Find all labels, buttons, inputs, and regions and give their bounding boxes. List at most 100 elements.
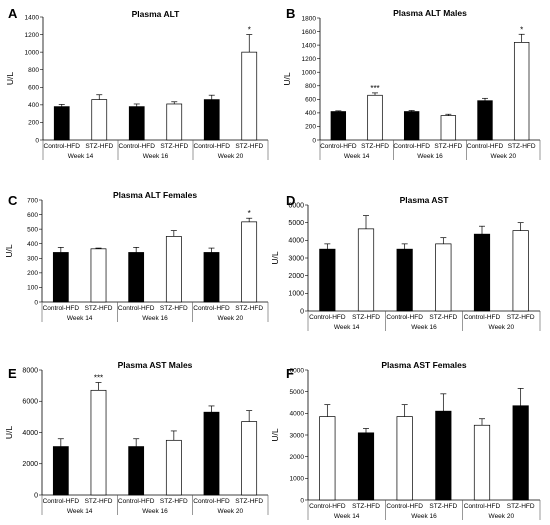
y-tick-label: 2000: [22, 461, 38, 468]
bar: [319, 248, 336, 312]
group-label: Week 20: [489, 324, 515, 331]
y-tick-label: 1200: [25, 32, 40, 39]
x-tick-label: Control-HFD: [467, 143, 504, 150]
y-tick-label: 8000: [22, 367, 38, 374]
panel-letter: C: [8, 193, 18, 208]
group-label: Week 20: [489, 513, 515, 520]
group-label: Week 20: [218, 153, 244, 160]
bar: [53, 106, 70, 141]
group-label: Week 14: [68, 153, 94, 160]
y-axis-label: U/L: [5, 72, 15, 86]
bar: [357, 432, 375, 501]
y-tick-label: 1000: [288, 291, 304, 298]
y-tick-label: 1600: [302, 29, 317, 36]
y-tick-label: 300: [27, 256, 38, 263]
x-tick-label: STZ-HFD: [352, 314, 380, 321]
y-tick-label: 700: [27, 197, 38, 204]
bar: [357, 228, 375, 312]
x-tick-label: Control-HFD: [386, 503, 423, 510]
chart-title: Plasma ALT: [132, 9, 181, 19]
y-tick-label: 2000: [290, 454, 305, 461]
x-tick-label: Control-HFD: [44, 143, 81, 150]
chart-panel-c: C Plasma ALT Females U/L 0 100 200 300 400 500 60…: [4, 190, 269, 322]
chart-title: Plasma ALT Males: [393, 8, 467, 18]
significance-marker: ***: [94, 374, 103, 383]
bar: [128, 446, 145, 496]
x-tick-label: STZ-HFD: [361, 143, 389, 150]
y-tick-label: 600: [28, 85, 39, 92]
x-tick-label: STZ-HFD: [85, 498, 113, 505]
group-label: Week 14: [344, 153, 370, 160]
bar: [90, 248, 107, 303]
x-tick-label: STZ-HFD: [235, 305, 263, 312]
group-label: Week 20: [491, 153, 517, 160]
bar: [396, 248, 413, 312]
panel-letter: A: [8, 6, 18, 21]
x-tick-label: Control-HFD: [464, 314, 501, 321]
y-axis-label: U/L: [4, 426, 14, 440]
bar: [367, 94, 383, 141]
y-axis-label: U/L: [282, 72, 292, 86]
x-tick-label: STZ-HFD: [160, 305, 188, 312]
x-tick-label: Control-HFD: [119, 143, 156, 150]
x-tick-label: Control-HFD: [320, 143, 357, 150]
x-tick-label: STZ-HFD: [85, 305, 113, 312]
y-tick-label: 6000: [288, 202, 304, 209]
bar: [473, 233, 491, 312]
panel-letter: F: [286, 366, 294, 381]
bar: [52, 252, 69, 303]
chart-title: Plasma AST Males: [118, 360, 193, 370]
bar: [165, 439, 182, 496]
group-label: Week 16: [142, 508, 168, 515]
x-tick-label: STZ-HFD: [235, 498, 263, 505]
bar: [403, 111, 420, 141]
y-tick-label: 3000: [290, 432, 305, 439]
y-tick-label: 200: [305, 124, 316, 131]
bar: [128, 106, 145, 141]
y-tick-label: 1200: [302, 56, 317, 63]
bar: [477, 100, 493, 141]
x-tick-label: STZ-HFD: [160, 498, 188, 505]
y-axis-label: U/L: [270, 251, 280, 265]
chart-title: Plasma AST: [400, 195, 450, 205]
y-tick-label: 3000: [288, 255, 304, 262]
y-tick-label: 400: [305, 110, 316, 117]
bar: [396, 416, 413, 501]
group-label: Week 16: [417, 153, 443, 160]
bar: [203, 252, 220, 303]
group-label: Week 20: [218, 508, 244, 515]
bar: [512, 405, 529, 501]
bar: [319, 416, 336, 501]
y-tick-label: 0: [312, 137, 316, 144]
bar: [513, 42, 530, 141]
x-tick-label: Control-HFD: [43, 305, 80, 312]
x-tick-label: STZ-HFD: [160, 143, 188, 150]
y-tick-label: 1000: [302, 70, 317, 77]
x-tick-label: STZ-HFD: [507, 314, 535, 321]
group-label: Week 14: [67, 508, 93, 515]
chart-panel-a: A Plasma ALT U/L 0 200 400 600 800 1000 1200 1400 C…: [5, 6, 269, 160]
y-tick-label: 5000: [290, 389, 305, 396]
x-tick-label: Control-HFD: [194, 143, 231, 150]
y-tick-label: 0: [35, 137, 39, 144]
bar: [473, 424, 491, 501]
group-label: Week 16: [143, 153, 169, 160]
y-tick-label: 400: [28, 102, 39, 109]
bar: [203, 411, 220, 496]
y-tick-label: 1400: [302, 42, 317, 49]
x-tick-label: Control-HFD: [386, 314, 423, 321]
x-tick-label: STZ-HFD: [434, 143, 462, 150]
group-label: Week 14: [334, 324, 360, 331]
y-tick-label: 500: [27, 226, 38, 233]
x-tick-label: Control-HFD: [118, 305, 155, 312]
chart-title: Plasma AST Females: [381, 360, 466, 370]
y-tick-label: 0: [300, 497, 304, 504]
x-tick-label: STZ-HFD: [235, 143, 263, 150]
y-tick-label: 100: [27, 285, 38, 292]
bar: [440, 115, 457, 141]
bar: [166, 103, 183, 141]
x-tick-label: STZ-HFD: [429, 503, 457, 510]
y-tick-label: 1400: [25, 14, 40, 21]
group-label: Week 16: [411, 324, 437, 331]
x-tick-label: STZ-HFD: [85, 143, 113, 150]
